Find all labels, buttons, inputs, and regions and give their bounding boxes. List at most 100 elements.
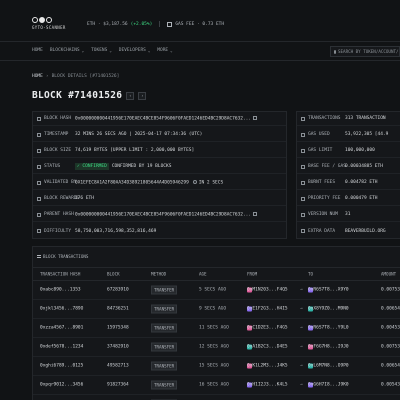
from-address-link[interactable]: 0xK1L2M3...J4K5 — [247, 363, 288, 369]
info-icon — [37, 229, 41, 233]
column-header-method[interactable]: METHOD — [151, 271, 167, 277]
column-header-from[interactable]: FROM — [247, 271, 258, 277]
search-input[interactable] — [338, 49, 400, 54]
clock-icon — [192, 179, 197, 184]
tx-hash-link[interactable]: 0xabc890...1353 — [40, 287, 81, 293]
parent-hash-value[interactable]: 0x000000000441956E170EAEC4BCE854F9606F0F… — [75, 212, 252, 218]
block-link[interactable]: 37482910 — [107, 344, 129, 350]
timestamp-value: 32 MINS 26 SECS AGO | 2025-04-17 07:34:3… — [75, 132, 203, 137]
table-header: TRANSACTION HASH BLOCK METHOD AGE FROM T… — [33, 267, 400, 281]
nav-tokens[interactable]: TOKENS ⌄ — [91, 48, 112, 53]
transactions-value[interactable]: 313 TRANSACTION — [345, 116, 386, 121]
table-row[interactable]: 0xabc890...1353 67283910 TRANSFER 5 SECS AG… — [33, 281, 400, 300]
logo[interactable]: GYTO-SCANNER — [32, 17, 72, 30]
method-badge: TRANSFER — [151, 323, 178, 333]
block-link[interactable]: 67283910 — [107, 287, 129, 293]
eth-price: ETH · $3,187.56 — [87, 21, 128, 27]
from-address-link[interactable]: 0xM1N203...F4Q5 — [247, 287, 288, 293]
tx-hash-link[interactable]: 0xpqr9012...3456 — [40, 382, 84, 388]
status-badge: ✓ CONFIRMED — [75, 163, 109, 170]
block-link[interactable]: 49582713 — [107, 363, 129, 369]
detail-row-extra-data: EXTRA DATA BEAVERBUILD.ORG — [297, 224, 400, 238]
price-ticker: ETH · $3,187.56 (+2.05%) GAS FEE · 0.73 … — [87, 21, 224, 27]
detail-row-difficulty: DIFFICULTY 58,750,003,716,598,352,816,46… — [33, 224, 286, 238]
tx-age: 9 SECS AGO — [199, 306, 227, 312]
from-address-link[interactable]: 0xE1F2G3...H4I5 — [247, 306, 288, 312]
from-address-link[interactable]: 0xC1D2E3...F4G5 — [247, 325, 288, 331]
tx-age: 12 SECS AGO — [199, 344, 229, 350]
detail-row-validated-by: VALIDATED BY 0X1EFEC8A1A2F80AA34D3892180… — [33, 176, 286, 190]
section-title: BLOCK TRANSACTIONS — [37, 254, 88, 259]
breadcrumb: HOME › BLOCK DETAILS [#71401526] — [32, 74, 119, 79]
logo-mark — [32, 17, 72, 23]
detail-row-status: STATUS ✓ CONFIRMED CONFIRMED BY 19 BLOCKS — [33, 160, 286, 174]
to-address-link[interactable]: 0xG6H7I8...J9K0 — [308, 382, 349, 388]
method-badge: TRANSFER — [151, 304, 178, 314]
list-icon — [37, 255, 41, 258]
tx-hash-link[interactable]: 0xdef5678...1234 — [40, 344, 84, 350]
info-icon — [301, 229, 305, 233]
tx-hash-link[interactable]: 0xjkl3456...789O — [40, 306, 84, 312]
column-header-to[interactable]: TO — [308, 271, 314, 277]
from-address-link[interactable]: 0xA1B2C3...D4E5 — [247, 344, 288, 350]
table-row[interactable]: 0xmno7890...123546573829TRANSFER17 SECS … — [33, 395, 400, 400]
address-avatar — [308, 344, 313, 350]
copy-icon[interactable] — [253, 211, 258, 216]
address-avatar — [247, 344, 252, 350]
info-icon — [37, 116, 41, 121]
search-icon[interactable] — [334, 49, 336, 54]
flame-icon — [301, 180, 305, 185]
tx-amount: 0.00753 — [381, 344, 400, 350]
detail-row-gas-limit: GAS LIMIT 100,000,000 — [297, 144, 400, 158]
tx-age: 16 SECS AGO — [199, 382, 229, 388]
table-row[interactable]: 0xjkl3456...789O 84736251 TRANSFER 9 SECS A… — [33, 300, 400, 319]
block-link[interactable]: 15975348 — [107, 325, 129, 331]
to-address-link[interactable]: 0xX8Y9Z0...M9N0 — [308, 306, 349, 312]
detail-row-base-fee: BASE FEE / GAS 0.00034885 ETH — [297, 160, 400, 174]
address-avatar — [308, 382, 313, 388]
to-address-link[interactable]: 0xR6S7T8...Y9L0 — [308, 325, 349, 331]
column-header-amount[interactable]: AMOUNT — [381, 271, 397, 277]
nav-developers[interactable]: DEVELOPERS ⌄ — [118, 48, 151, 53]
breadcrumb-home[interactable]: HOME — [32, 74, 43, 79]
main-nav: HOME BLOCKCHAINS ⌄ TOKENS ⌄ DEVELOPERS ⌄ MO… — [0, 42, 400, 61]
table-row[interactable]: 0xdef5678...1234 37482910 TRANSFER 12 SECS … — [33, 338, 400, 357]
column-header-age[interactable]: AGE — [199, 271, 207, 277]
detail-row-block-rewards: BLOCK REWARDS 176 ETH — [33, 192, 286, 206]
block-stats-panel: TRANSACTIONS 313 TRANSACTION GAS USED 53,9… — [296, 111, 400, 239]
table-row[interactable]: 0xghi6789...0125 49582713 TRANSFER 15 SECS … — [33, 357, 400, 376]
column-header-block[interactable]: BLOCK — [107, 271, 120, 277]
version-value: 31 — [345, 212, 351, 217]
nav-blockchains[interactable]: BLOCKCHAINS ⌄ — [49, 48, 85, 53]
to-address-link[interactable]: 0xF6G7H8...I9J0 — [308, 344, 349, 350]
table-row[interactable]: 0xpqr9012...3456 91827364 TRANSFER 16 SECS … — [33, 376, 400, 395]
nav-more[interactable]: MORE ⌄ — [157, 48, 173, 53]
tx-hash-link[interactable]: 0xghi6789...0125 — [40, 363, 84, 369]
next-block-button[interactable]: › — [138, 91, 147, 100]
tx-amount: 0.00654 — [381, 363, 400, 369]
info-icon — [37, 132, 41, 137]
breadcrumb-separator: › — [45, 74, 49, 79]
block-link[interactable]: 91827364 — [107, 382, 129, 388]
info-icon — [37, 148, 41, 153]
nav-home[interactable]: HOME — [32, 48, 43, 53]
copy-icon[interactable] — [253, 115, 258, 120]
to-address-link[interactable]: 0xL6M7N8...O9P0 — [308, 363, 349, 369]
block-link[interactable]: 84736251 — [107, 306, 129, 312]
table-row[interactable]: 0xzza4567...8901 15975348 TRANSFER 11 SECS … — [33, 319, 400, 338]
method-badge: TRANSFER — [151, 361, 178, 371]
detail-row-priority-fee: PRIORITY FEE 0.000479 ETH — [297, 192, 400, 206]
block-rewards-value: 176 ETH — [75, 196, 94, 201]
info-icon — [301, 164, 305, 169]
address-avatar — [247, 325, 252, 331]
tx-amount: 0.00654 — [381, 306, 400, 312]
address-avatar — [247, 287, 252, 293]
tx-age: 15 SECS AGO — [199, 363, 229, 369]
from-address-link[interactable]: 0xH1I2J3...K4L5 — [247, 382, 288, 388]
tx-hash-link[interactable]: 0xzza4567...8901 — [40, 325, 84, 331]
validator-address[interactable]: 0X1EFEC8A1A2F80AA34D38921805644A4D059462… — [75, 180, 189, 186]
prev-block-button[interactable]: ‹ — [126, 91, 135, 100]
tx-amount: 0.00453 — [381, 325, 400, 331]
to-address-link[interactable]: 0xR6S7T8...X9Y0 — [308, 287, 349, 293]
column-header-hash[interactable]: TRANSACTION HASH — [40, 271, 81, 277]
